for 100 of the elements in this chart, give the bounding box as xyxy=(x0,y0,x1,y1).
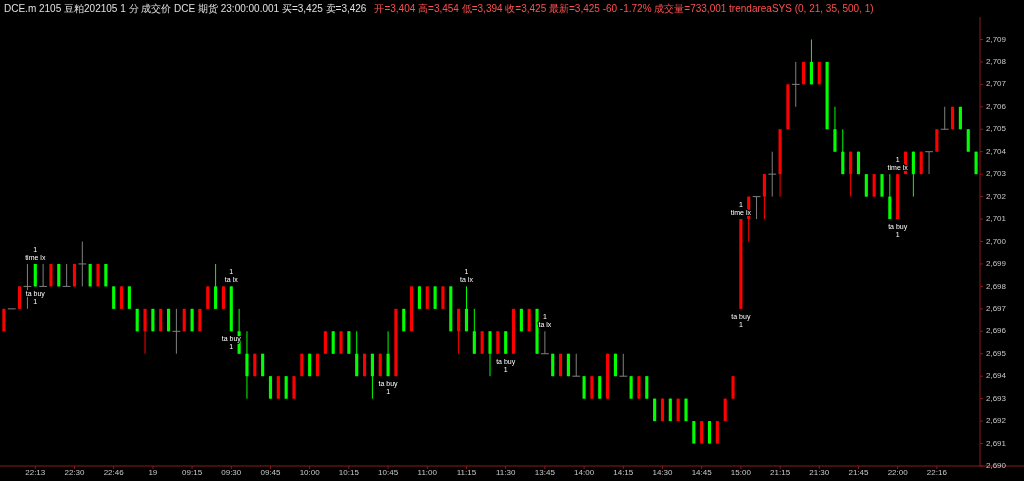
x-tick-label: 19 xyxy=(148,468,158,478)
candlestick xyxy=(323,330,327,355)
candlestick xyxy=(214,263,218,310)
candlestick xyxy=(221,285,226,310)
y-tick-label: 2,707 xyxy=(986,79,1007,89)
candlestick xyxy=(276,375,280,400)
candlestick xyxy=(637,375,641,400)
candlestick xyxy=(425,285,429,310)
candlestick xyxy=(143,308,147,355)
candlestick xyxy=(504,330,508,355)
y-tick-label: 2,695 xyxy=(986,348,1007,358)
candlestick xyxy=(935,128,939,153)
candlestick xyxy=(433,285,437,310)
candlestick xyxy=(292,375,296,400)
y-tick-label: 2,706 xyxy=(986,101,1007,111)
candlestick xyxy=(833,106,837,153)
candlestick xyxy=(700,420,704,445)
candlestick xyxy=(127,285,131,310)
x-tick-label: 13:45 xyxy=(534,468,556,478)
candlestick xyxy=(206,285,210,310)
x-tick-label: 14:15 xyxy=(613,468,634,478)
candlestick xyxy=(629,375,633,400)
x-tick-label: 10:00 xyxy=(299,468,321,478)
x-tick-label: 10:15 xyxy=(338,468,360,478)
chart-title: DCE.m 2105 豆粕202105 1 分 成交价 DCE 期货 23:00:00.001 买=3,425 卖=3,426 xyxy=(4,3,367,14)
x-tick-label: 21:45 xyxy=(848,468,870,478)
x-tick-label: 14:00 xyxy=(574,468,595,478)
y-tick-label: 2,701 xyxy=(986,214,1007,224)
candlestick xyxy=(707,420,712,445)
candlestick xyxy=(347,330,351,355)
y-tick-label: 2,703 xyxy=(986,169,1007,179)
x-tick-label: 22:16 xyxy=(926,468,948,478)
candlestick xyxy=(441,285,445,310)
candlestick xyxy=(582,375,586,400)
y-tick-label: 2,705 xyxy=(986,124,1007,134)
candlestick xyxy=(966,128,970,153)
candlestick xyxy=(18,285,22,310)
candlestick xyxy=(457,308,461,355)
x-tick-label: 22:00 xyxy=(887,468,909,478)
x-tick-label: 22:30 xyxy=(64,468,86,478)
candlestick xyxy=(417,285,422,310)
candlestick xyxy=(590,375,594,400)
x-tick-label: 11:15 xyxy=(456,468,477,478)
candlestick xyxy=(386,330,390,377)
x-tick-label: 21:15 xyxy=(770,468,791,478)
candlestick xyxy=(355,330,359,377)
x-tick-label: 22:13 xyxy=(25,468,46,478)
candlestick xyxy=(284,375,288,400)
candlestick xyxy=(112,285,116,310)
candlestick xyxy=(119,285,124,310)
candlestick xyxy=(331,330,335,355)
x-tick-label: 11:30 xyxy=(495,468,516,478)
y-tick-label: 2,696 xyxy=(986,326,1007,336)
candlestick xyxy=(692,420,696,445)
y-tick-label: 2,708 xyxy=(986,57,1007,67)
y-tick-label: 2,692 xyxy=(986,416,1007,426)
y-tick-label: 2,702 xyxy=(986,191,1007,201)
candlestick xyxy=(762,173,766,220)
x-tick-label: 09:45 xyxy=(260,468,282,478)
x-tick-label: 14:30 xyxy=(652,468,674,478)
candlestick xyxy=(841,128,845,175)
candlestick xyxy=(911,151,915,198)
chart-subtitle: 开=3,404 高=3,454 低=3,394 收=3,425 最新=3,425 -60 -1.72% 成交量=733,001 trendareaSYS (0, 21, 35, 500, 1) xyxy=(374,3,874,14)
candlestick xyxy=(809,38,814,85)
y-tick-label: 2,694 xyxy=(986,371,1007,381)
x-tick-label: 09:15 xyxy=(182,468,203,478)
candlestick xyxy=(370,353,374,400)
candlestick xyxy=(849,151,853,198)
x-tick-label: 21:30 xyxy=(809,468,830,478)
candlestick xyxy=(245,330,249,400)
candlestick xyxy=(339,330,343,355)
candlestick xyxy=(480,330,484,355)
x-tick-label: 22:46 xyxy=(103,468,125,478)
y-tick-label: 2,691 xyxy=(986,438,1007,448)
candlestick xyxy=(268,375,273,400)
candlestick xyxy=(864,173,868,198)
candlestick xyxy=(488,330,492,377)
candlestick xyxy=(888,173,892,220)
candlestick xyxy=(598,375,602,400)
x-tick-label: 15:00 xyxy=(730,468,752,478)
candlestick xyxy=(731,375,735,400)
x-tick-label: 14:45 xyxy=(691,468,713,478)
y-tick-label: 2,697 xyxy=(986,303,1007,313)
y-tick-label: 2,709 xyxy=(986,34,1007,44)
candlestick xyxy=(715,420,719,445)
x-tick-label: 10:45 xyxy=(378,468,399,478)
y-tick-label: 2,698 xyxy=(986,281,1007,291)
candlestick xyxy=(645,375,649,400)
y-tick-label: 2,699 xyxy=(986,259,1007,269)
y-tick-label: 2,704 xyxy=(986,146,1007,156)
y-tick-label: 2,690 xyxy=(986,461,1007,471)
candlestick xyxy=(472,308,476,355)
candlestick xyxy=(464,285,469,332)
x-tick-label: 11:00 xyxy=(417,468,438,478)
y-tick-label: 2,700 xyxy=(986,236,1007,246)
candlestick xyxy=(872,173,876,198)
candlestick xyxy=(880,173,884,198)
x-tick-label: 09:30 xyxy=(221,468,242,478)
candlestick xyxy=(496,330,500,355)
y-tick-label: 2,693 xyxy=(986,393,1007,403)
